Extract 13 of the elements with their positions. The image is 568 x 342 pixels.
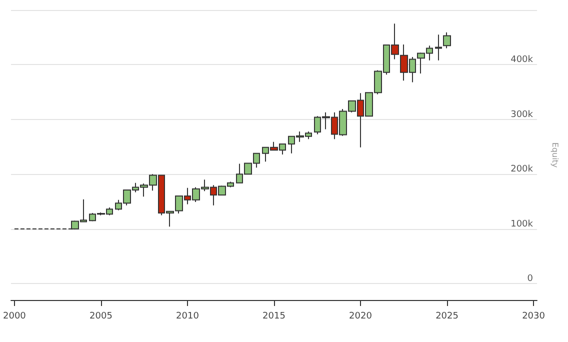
x-tick-label: 2015 [262, 312, 286, 322]
x-tick-label: 2005 [90, 312, 112, 322]
y-tick-label: 100k [510, 219, 534, 230]
x-tick-label: 2010 [176, 312, 200, 322]
x-tick-label: 2000 [3, 312, 26, 322]
y-tick-label: 300k [510, 110, 534, 120]
x-tick-label: 2030 [522, 312, 546, 322]
x-tick-label: 2020 [349, 312, 372, 322]
x-tick-label: 2025 [436, 312, 458, 322]
y-tick-label: 0 [527, 274, 534, 284]
y-tick-label: 400k [510, 55, 534, 66]
y2-axis-title: Equity [550, 142, 560, 168]
y-tick-label: 200k [510, 164, 534, 175]
